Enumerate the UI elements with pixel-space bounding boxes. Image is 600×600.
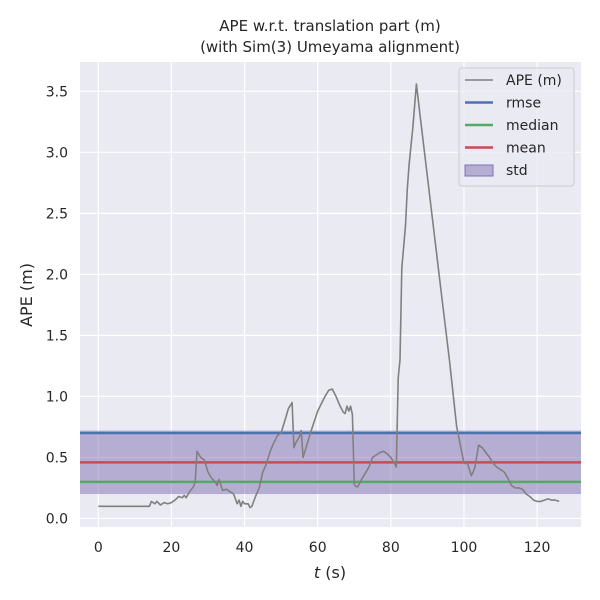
y-tick-label: 2.0 xyxy=(46,267,68,283)
x-tick-label: 60 xyxy=(309,540,327,556)
chart-subtitle: (with Sim(3) Umeyama alignment) xyxy=(200,38,460,56)
legend-box xyxy=(458,67,575,187)
y-tick-label: 1.5 xyxy=(46,328,68,344)
x-tick-labels: 0 20 40 60 80 100 120 xyxy=(94,540,551,556)
chart-title: APE w.r.t. translation part (m) xyxy=(219,17,440,35)
legend-entry-median-label: median xyxy=(506,118,558,134)
x-tick-label: 40 xyxy=(236,540,254,556)
x-axis-label-unit: (s) xyxy=(320,563,346,582)
x-tick-label: 80 xyxy=(382,540,400,556)
ape-line xyxy=(98,83,560,509)
x-axis-label-var: t xyxy=(314,563,321,582)
legend-entry-std-swatch xyxy=(464,164,494,177)
y-tick-labels: 0.0 0.5 1.0 1.5 2.0 2.5 3.0 3.5 xyxy=(46,84,68,527)
x-tick-label: 20 xyxy=(163,540,181,556)
legend-entry-rmse-label: rmse xyxy=(506,96,541,112)
y-tick-label: 3.0 xyxy=(46,145,68,161)
y-tick-label: 2.5 xyxy=(46,206,68,222)
y-tick-label: 0.5 xyxy=(46,450,68,466)
x-tick-label: 0 xyxy=(94,540,103,556)
ape-series-layer xyxy=(98,83,560,509)
x-axis-label: t (s) xyxy=(314,563,346,582)
x-tick-label: 100 xyxy=(451,540,478,556)
x-tick-label: 120 xyxy=(524,540,551,556)
y-tick-label: 3.5 xyxy=(46,84,68,100)
legend-entry-mean-label: mean xyxy=(506,141,546,157)
y-tick-label: 1.0 xyxy=(46,389,68,405)
y-tick-label: 0.0 xyxy=(46,511,68,527)
legend-entry-ape-label: APE (m) xyxy=(506,73,562,89)
y-axis-label: APE (m) xyxy=(17,263,36,327)
stat-lines-layer xyxy=(80,431,581,484)
legend-entry-std-label: std xyxy=(506,163,528,179)
legend: APE (m) rmse median mean std xyxy=(458,67,575,187)
